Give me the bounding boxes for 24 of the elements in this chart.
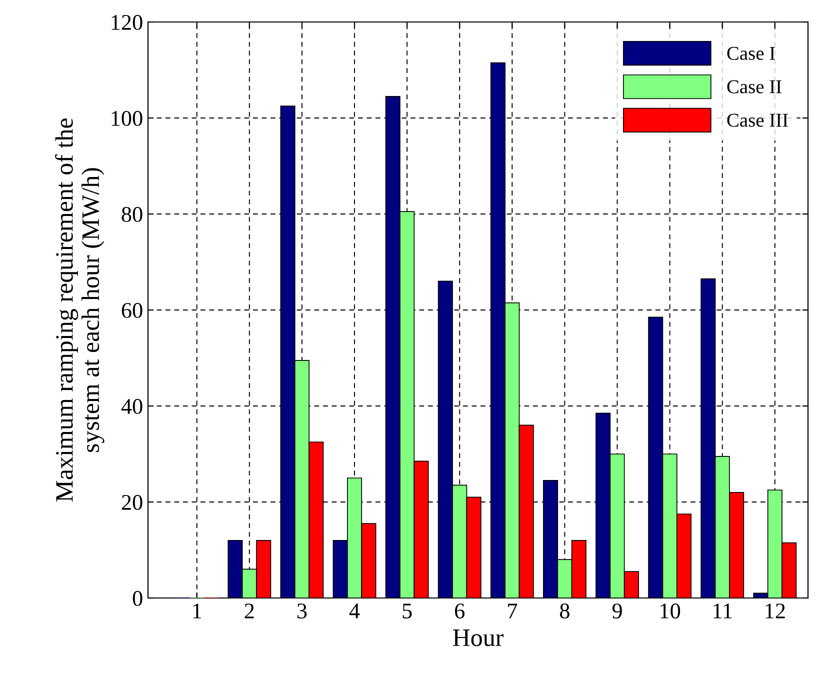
x-tick-label: 4 <box>349 604 360 618</box>
x-tick-label: 7 <box>508 604 518 618</box>
x-tick-label: 5 <box>402 604 412 618</box>
y-axis-title: Maximum ramping requirement of the system at each hour (MW/h) <box>55 118 104 502</box>
y-tick-label: 40 <box>121 398 142 414</box>
x-tick-label: 10 <box>660 604 680 618</box>
x-axis-title: Hour <box>453 630 504 646</box>
x-tick-label: 11 <box>714 604 732 618</box>
x-tick-label: 6 <box>455 604 464 618</box>
x-tick-label: 2 <box>244 604 254 618</box>
legend-label: Case II <box>727 80 782 94</box>
y-tick-label: 0 <box>132 590 142 606</box>
x-tick-label: 12 <box>766 604 785 618</box>
legend-label: Case I <box>727 46 775 60</box>
x-tick-label: 3 <box>297 604 307 618</box>
y-tick-label: 80 <box>122 206 142 222</box>
x-tick-label: 1 <box>193 604 202 618</box>
x-tick-label: 8 <box>560 604 570 618</box>
x-tick-label: 9 <box>612 604 622 618</box>
y-tick-label: 20 <box>122 494 142 510</box>
y-tick-label: 120 <box>112 14 142 30</box>
y-tick-label: 60 <box>122 302 142 318</box>
y-tick-label: 100 <box>112 110 142 126</box>
legend-label: Case III <box>727 114 788 127</box>
